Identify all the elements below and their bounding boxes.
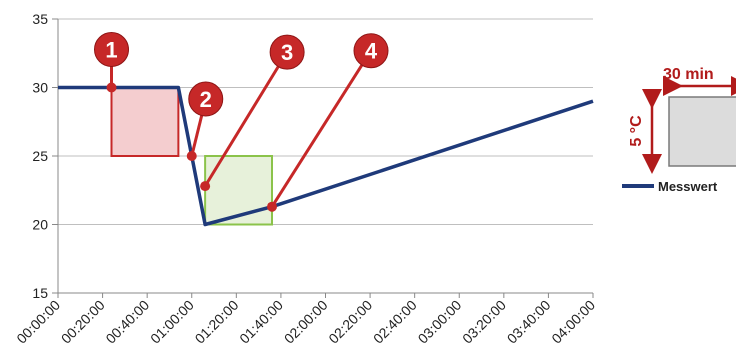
y-tick-label: 30: [32, 80, 48, 96]
y-tick-label: 20: [32, 217, 48, 233]
series-line-messwert: [58, 85, 594, 227]
marker-badge-label: 1: [105, 38, 117, 63]
marker-badge-label: 4: [365, 39, 378, 64]
x-tick-label: 00:40:00: [102, 297, 152, 347]
x-tick-label: 02:40:00: [370, 297, 420, 347]
x-tick-label: 01:40:00: [236, 297, 286, 347]
x-tick-label: 01:20:00: [192, 297, 242, 347]
x-tick-labels: 00:00:0000:20:0000:40:0001:00:0001:20:00…: [13, 297, 598, 347]
marker-point-3: [200, 181, 211, 192]
legend-box-swatch: [668, 96, 736, 167]
legend-width-label: 30 min: [663, 66, 714, 83]
x-tick-label: 00:20:00: [58, 297, 108, 347]
marker-badge-3: [269, 34, 305, 70]
x-tick-label: 02:00:00: [281, 297, 331, 347]
x-tick-label: 01:00:00: [147, 297, 197, 347]
chart-axes: [52, 18, 594, 298]
marker-badge-label: 2: [200, 87, 212, 112]
tolerance-box-1: [110, 86, 180, 157]
legend-height-label: 5 °C: [628, 115, 645, 147]
legend-series-label: Messwert: [658, 179, 718, 194]
y-tick-label: 15: [32, 285, 48, 301]
chart-markers: 1 2 3 4: [94, 32, 389, 212]
chart-legend: 30 min 5 °C Messwert: [622, 66, 736, 194]
marker-badge-2: [188, 81, 224, 117]
marker-badge-4: [353, 33, 389, 69]
x-tick-label: 00:00:00: [13, 297, 63, 347]
x-tick-label: 03:20:00: [459, 297, 509, 347]
x-tick-label: 03:40:00: [504, 297, 554, 347]
x-tick-label: 02:20:00: [325, 297, 375, 347]
chart-series: [58, 85, 594, 227]
x-tick-label: 04:00:00: [548, 297, 598, 347]
marker-point-1: [106, 82, 117, 93]
marker-point-2: [186, 151, 197, 161]
callout-line-3: [203, 51, 289, 187]
x-tick-label: 03:00:00: [415, 297, 465, 347]
y-tick-label: 25: [32, 148, 48, 164]
marker-badge-label: 3: [281, 40, 293, 65]
callout-line-4: [270, 49, 373, 208]
marker-badge-1: [94, 32, 129, 67]
y-tick-label: 35: [32, 11, 48, 27]
marker-point-4: [267, 201, 277, 212]
y-tick-labels: 15 20 25 30 35: [32, 11, 48, 301]
